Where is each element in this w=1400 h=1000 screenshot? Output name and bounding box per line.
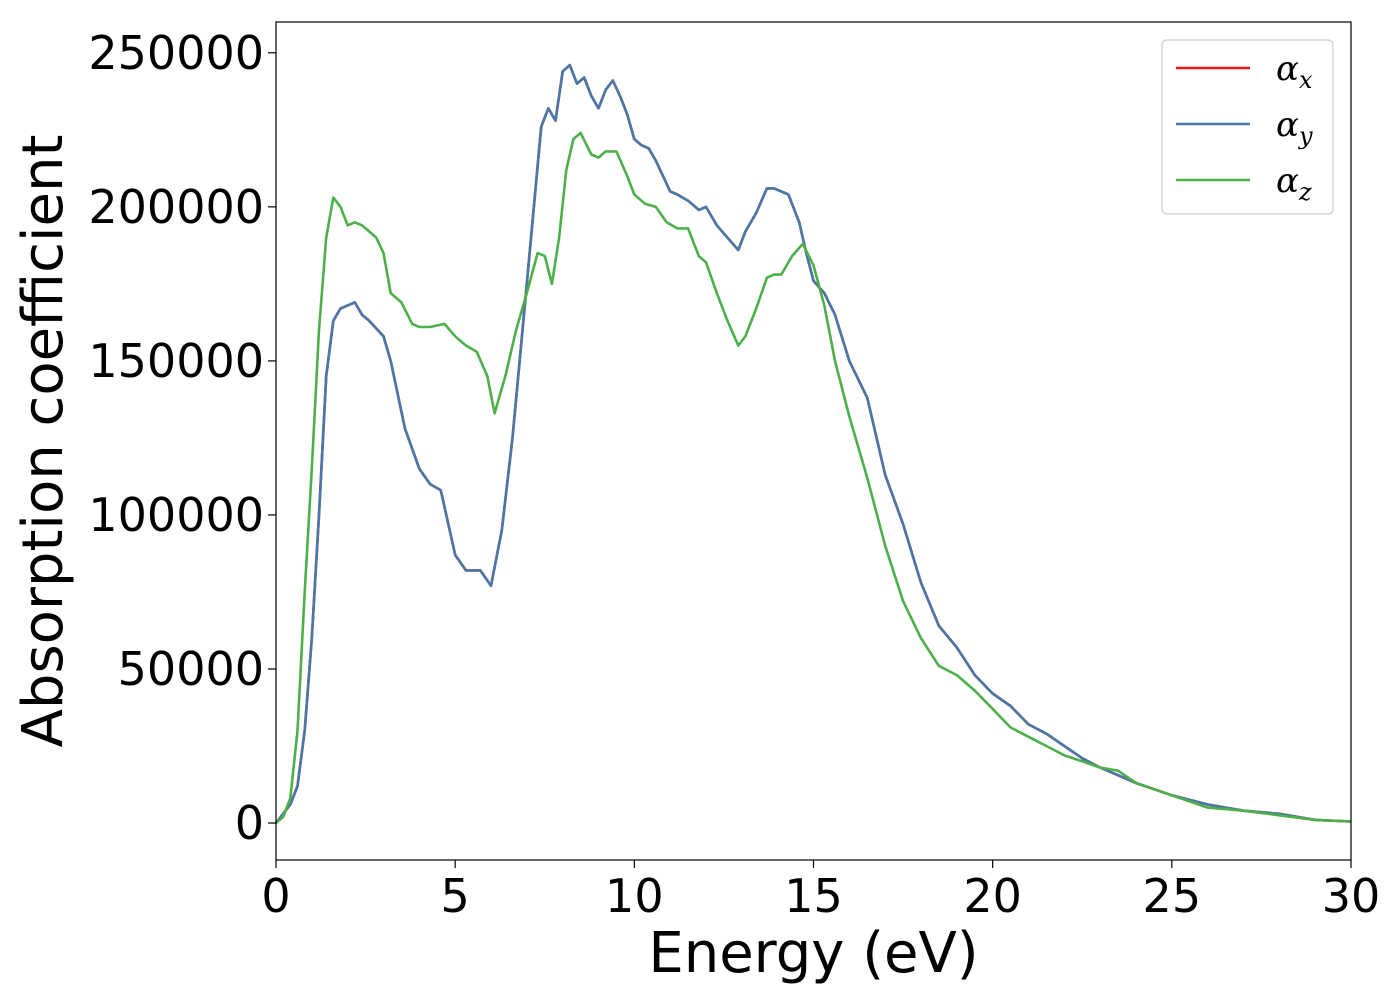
series-layer: [274, 63, 1352, 824]
x-tick-label: 5: [441, 869, 470, 923]
x-tick-label: 10: [605, 869, 664, 923]
series-line-z: [275, 131, 1352, 824]
y-tick-label: 0: [235, 796, 264, 850]
x-axis-label: Energy (eV): [648, 921, 978, 986]
legend-entry-y: αy: [1276, 105, 1313, 150]
x-tick-label: 25: [1143, 869, 1202, 923]
legend-box: [1161, 39, 1334, 215]
legend-entry-z: αz: [1276, 161, 1312, 206]
x-tick-label: 0: [261, 869, 290, 923]
y-tick-label: 200000: [88, 180, 264, 234]
x-tick-label: 15: [784, 869, 843, 923]
x-tick-label: 20: [963, 869, 1022, 923]
y-axis-label: Absorption coefficient: [11, 135, 76, 748]
legend-entry-x: αx: [1276, 49, 1313, 94]
x-tick-label: 30: [1322, 869, 1381, 923]
y-tick-label: 100000: [88, 488, 264, 542]
y-tick-label: 250000: [88, 26, 264, 80]
legend: αx αy αz: [1161, 39, 1334, 215]
y-tick-label: 50000: [118, 642, 264, 696]
tick-layer: 0 5 10 15 20 25 30 0 50000 100000 150000 200000 2500…: [88, 26, 1380, 923]
y-tick-label: 150000: [88, 334, 264, 388]
series-line-y: [274, 63, 1352, 824]
